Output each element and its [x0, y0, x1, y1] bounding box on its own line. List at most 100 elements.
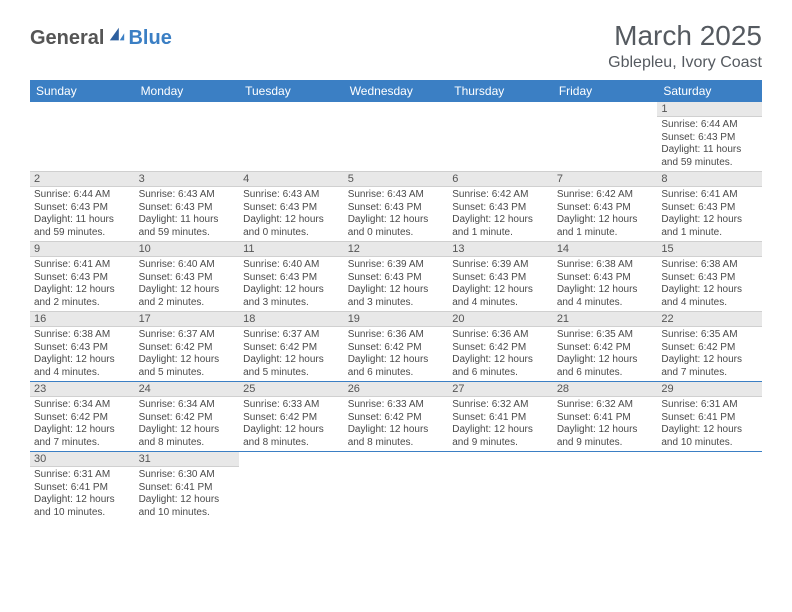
- calendar-cell: 17Sunrise: 6:37 AMSunset: 6:42 PMDayligh…: [135, 312, 240, 382]
- day-number: 20: [448, 312, 553, 327]
- sunset-text: Sunset: 6:43 PM: [139, 202, 236, 215]
- calendar-cell: 2Sunrise: 6:44 AMSunset: 6:43 PMDaylight…: [30, 172, 135, 242]
- sunset-text: Sunset: 6:43 PM: [348, 202, 445, 215]
- day-header: Monday: [135, 80, 240, 102]
- sunset-text: Sunset: 6:42 PM: [661, 342, 758, 355]
- day-number: 28: [553, 382, 658, 397]
- day-details: Sunrise: 6:33 AMSunset: 6:42 PMDaylight:…: [344, 397, 449, 451]
- day-details: Sunrise: 6:36 AMSunset: 6:42 PMDaylight:…: [448, 327, 553, 381]
- daylight-text: Daylight: 12 hours and 10 minutes.: [34, 494, 131, 519]
- sunset-text: Sunset: 6:43 PM: [452, 202, 549, 215]
- calendar-cell: [344, 102, 449, 172]
- sunrise-text: Sunrise: 6:44 AM: [34, 189, 131, 202]
- daylight-text: Daylight: 12 hours and 8 minutes.: [243, 424, 340, 449]
- sunset-text: Sunset: 6:43 PM: [661, 202, 758, 215]
- calendar-cell: 22Sunrise: 6:35 AMSunset: 6:42 PMDayligh…: [657, 312, 762, 382]
- daylight-text: Daylight: 12 hours and 7 minutes.: [661, 354, 758, 379]
- calendar-cell: 26Sunrise: 6:33 AMSunset: 6:42 PMDayligh…: [344, 382, 449, 452]
- sunrise-text: Sunrise: 6:38 AM: [557, 259, 654, 272]
- calendar-cell: 4Sunrise: 6:43 AMSunset: 6:43 PMDaylight…: [239, 172, 344, 242]
- calendar-cell: 10Sunrise: 6:40 AMSunset: 6:43 PMDayligh…: [135, 242, 240, 312]
- sunset-text: Sunset: 6:42 PM: [348, 412, 445, 425]
- day-details: Sunrise: 6:31 AMSunset: 6:41 PMDaylight:…: [657, 397, 762, 451]
- day-header: Friday: [553, 80, 658, 102]
- day-number: 15: [657, 242, 762, 257]
- daylight-text: Daylight: 12 hours and 4 minutes.: [557, 284, 654, 309]
- sunset-text: Sunset: 6:43 PM: [243, 202, 340, 215]
- daylight-text: Daylight: 12 hours and 5 minutes.: [139, 354, 236, 379]
- sunset-text: Sunset: 6:43 PM: [661, 132, 758, 145]
- daylight-text: Daylight: 12 hours and 3 minutes.: [348, 284, 445, 309]
- day-number: 18: [239, 312, 344, 327]
- calendar-table: Sunday Monday Tuesday Wednesday Thursday…: [30, 80, 762, 521]
- day-number: 10: [135, 242, 240, 257]
- calendar-cell: 5Sunrise: 6:43 AMSunset: 6:43 PMDaylight…: [344, 172, 449, 242]
- day-number: 4: [239, 172, 344, 187]
- day-number: 5: [344, 172, 449, 187]
- day-number: 22: [657, 312, 762, 327]
- day-details: Sunrise: 6:40 AMSunset: 6:43 PMDaylight:…: [239, 257, 344, 311]
- daylight-text: Daylight: 12 hours and 10 minutes.: [661, 424, 758, 449]
- sunset-text: Sunset: 6:43 PM: [34, 272, 131, 285]
- sunrise-text: Sunrise: 6:40 AM: [243, 259, 340, 272]
- day-number: 9: [30, 242, 135, 257]
- sunset-text: Sunset: 6:43 PM: [243, 272, 340, 285]
- calendar-cell: [657, 452, 762, 522]
- calendar-cell: [344, 452, 449, 522]
- day-number: 29: [657, 382, 762, 397]
- day-number: 8: [657, 172, 762, 187]
- day-details: Sunrise: 6:38 AMSunset: 6:43 PMDaylight:…: [657, 257, 762, 311]
- sunset-text: Sunset: 6:43 PM: [348, 272, 445, 285]
- calendar-cell: 28Sunrise: 6:32 AMSunset: 6:41 PMDayligh…: [553, 382, 658, 452]
- sunset-text: Sunset: 6:43 PM: [557, 272, 654, 285]
- day-number: 27: [448, 382, 553, 397]
- day-details: Sunrise: 6:32 AMSunset: 6:41 PMDaylight:…: [448, 397, 553, 451]
- calendar-cell: 31Sunrise: 6:30 AMSunset: 6:41 PMDayligh…: [135, 452, 240, 522]
- day-details: Sunrise: 6:43 AMSunset: 6:43 PMDaylight:…: [344, 187, 449, 241]
- sunset-text: Sunset: 6:41 PM: [452, 412, 549, 425]
- daylight-text: Daylight: 12 hours and 1 minute.: [557, 214, 654, 239]
- daylight-text: Daylight: 12 hours and 8 minutes.: [348, 424, 445, 449]
- day-header: Saturday: [657, 80, 762, 102]
- sunset-text: Sunset: 6:43 PM: [452, 272, 549, 285]
- calendar-cell: 14Sunrise: 6:38 AMSunset: 6:43 PMDayligh…: [553, 242, 658, 312]
- calendar-cell: 27Sunrise: 6:32 AMSunset: 6:41 PMDayligh…: [448, 382, 553, 452]
- sunset-text: Sunset: 6:42 PM: [34, 412, 131, 425]
- calendar-row: 23Sunrise: 6:34 AMSunset: 6:42 PMDayligh…: [30, 382, 762, 452]
- calendar-row: 1Sunrise: 6:44 AMSunset: 6:43 PMDaylight…: [30, 102, 762, 172]
- sunrise-text: Sunrise: 6:30 AM: [139, 469, 236, 482]
- location-label: Gblepleu, Ivory Coast: [608, 54, 762, 72]
- day-details: Sunrise: 6:37 AMSunset: 6:42 PMDaylight:…: [135, 327, 240, 381]
- day-number: 6: [448, 172, 553, 187]
- sunrise-text: Sunrise: 6:41 AM: [34, 259, 131, 272]
- daylight-text: Daylight: 12 hours and 3 minutes.: [243, 284, 340, 309]
- sunrise-text: Sunrise: 6:39 AM: [452, 259, 549, 272]
- sunset-text: Sunset: 6:41 PM: [34, 482, 131, 495]
- daylight-text: Daylight: 12 hours and 4 minutes.: [661, 284, 758, 309]
- sunrise-text: Sunrise: 6:42 AM: [557, 189, 654, 202]
- day-header: Sunday: [30, 80, 135, 102]
- day-details: Sunrise: 6:40 AMSunset: 6:43 PMDaylight:…: [135, 257, 240, 311]
- sunset-text: Sunset: 6:42 PM: [243, 412, 340, 425]
- calendar-cell: [239, 102, 344, 172]
- calendar-cell: 30Sunrise: 6:31 AMSunset: 6:41 PMDayligh…: [30, 452, 135, 522]
- daylight-text: Daylight: 12 hours and 5 minutes.: [243, 354, 340, 379]
- day-details: Sunrise: 6:39 AMSunset: 6:43 PMDaylight:…: [344, 257, 449, 311]
- sunrise-text: Sunrise: 6:34 AM: [139, 399, 236, 412]
- logo: General Blue: [30, 26, 172, 50]
- daylight-text: Daylight: 12 hours and 10 minutes.: [139, 494, 236, 519]
- calendar-cell: [30, 102, 135, 172]
- sunrise-text: Sunrise: 6:37 AM: [139, 329, 236, 342]
- calendar-cell: 25Sunrise: 6:33 AMSunset: 6:42 PMDayligh…: [239, 382, 344, 452]
- daylight-text: Daylight: 12 hours and 0 minutes.: [348, 214, 445, 239]
- calendar-cell: 12Sunrise: 6:39 AMSunset: 6:43 PMDayligh…: [344, 242, 449, 312]
- calendar-cell: 3Sunrise: 6:43 AMSunset: 6:43 PMDaylight…: [135, 172, 240, 242]
- calendar-cell: [448, 452, 553, 522]
- sunset-text: Sunset: 6:42 PM: [139, 412, 236, 425]
- daylight-text: Daylight: 11 hours and 59 minutes.: [34, 214, 131, 239]
- day-details: Sunrise: 6:41 AMSunset: 6:43 PMDaylight:…: [657, 187, 762, 241]
- day-header: Tuesday: [239, 80, 344, 102]
- day-number: 17: [135, 312, 240, 327]
- title-block: March 2025 Gblepleu, Ivory Coast: [608, 20, 762, 72]
- daylight-text: Daylight: 12 hours and 9 minutes.: [557, 424, 654, 449]
